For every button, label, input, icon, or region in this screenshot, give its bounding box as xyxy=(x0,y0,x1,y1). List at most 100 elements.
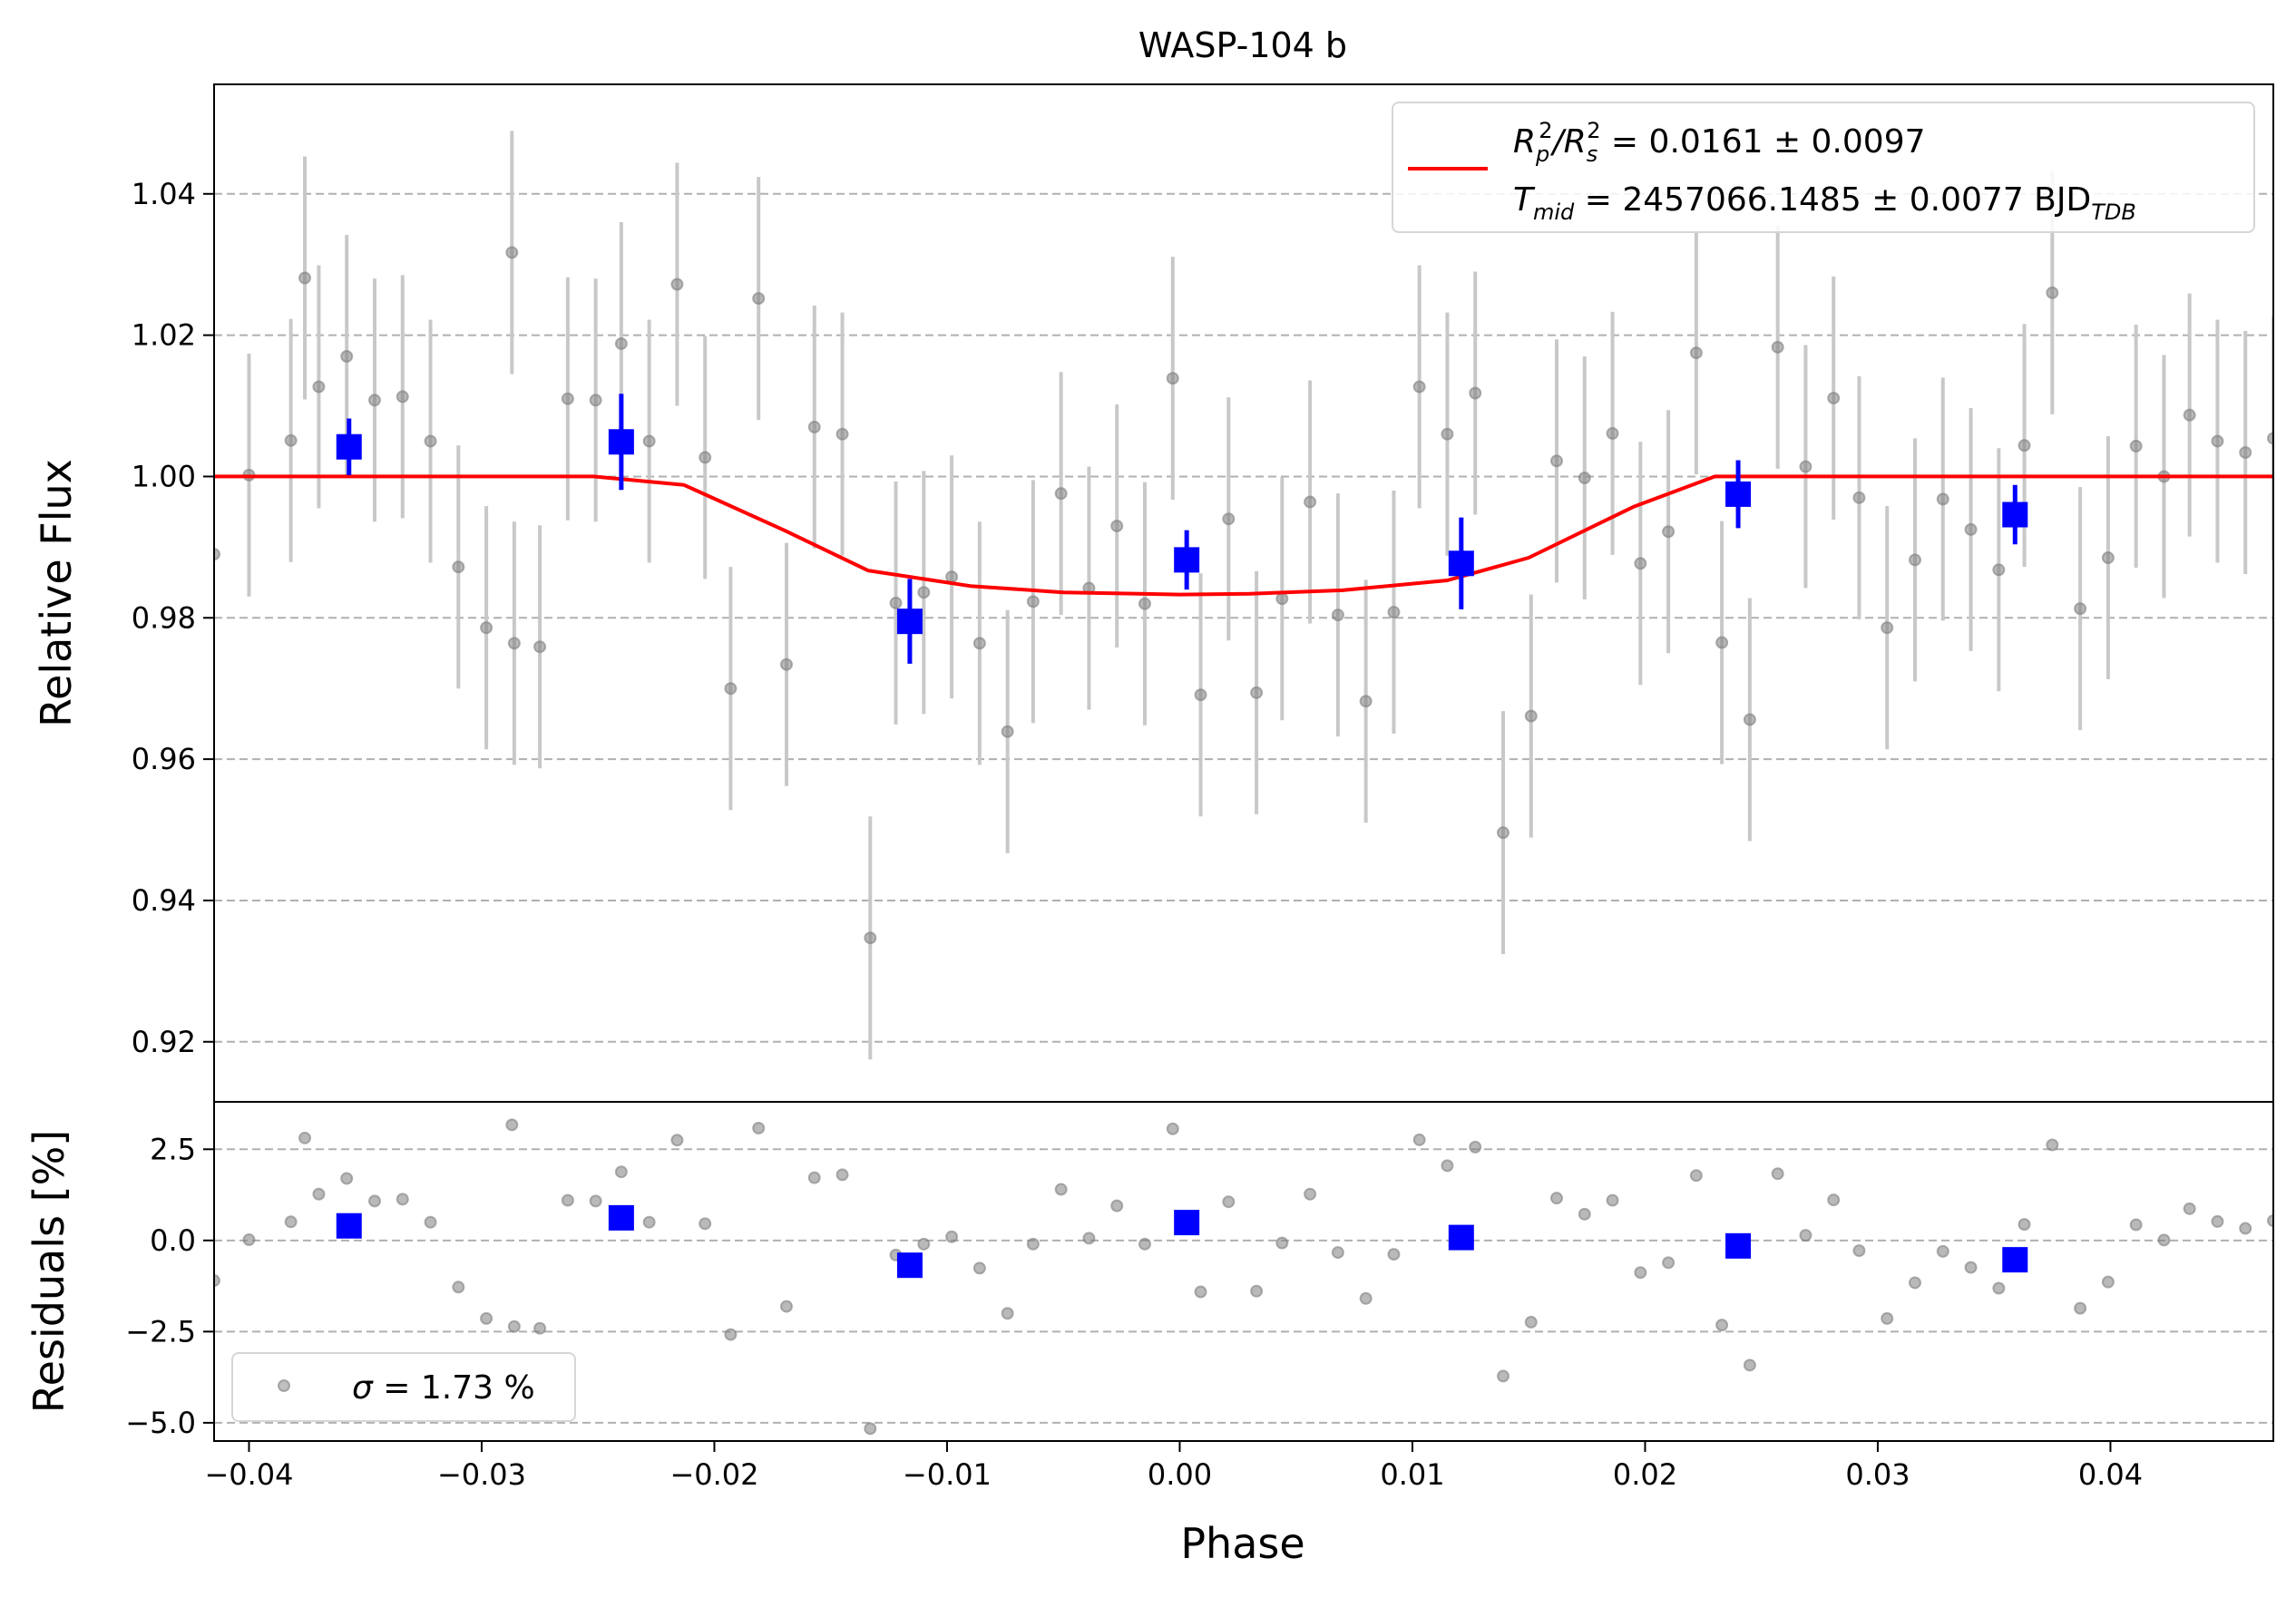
top-y-tick-label: 1.04 xyxy=(132,177,196,211)
bottom-data-point xyxy=(1992,1281,2006,1295)
top-data-point xyxy=(2183,408,2196,422)
depth-rs-sup: 2 xyxy=(1587,118,1600,143)
top-data-point xyxy=(889,596,903,609)
bottom-data-point xyxy=(614,1165,628,1179)
tmid-sub: mid xyxy=(1533,200,1575,225)
top-data-point xyxy=(1441,427,1454,441)
bottom-data-point xyxy=(1054,1183,1068,1196)
sigma-value: = 1.73 % xyxy=(373,1369,535,1407)
bottom-data-point xyxy=(779,1300,793,1313)
top-data-point xyxy=(312,380,326,394)
bottom-data-point xyxy=(1387,1248,1401,1261)
depth-r-letter: R xyxy=(1513,123,1536,161)
top-data-point xyxy=(1634,557,1647,570)
bottom-data-point xyxy=(533,1321,547,1335)
top-data-point xyxy=(507,637,521,650)
top-data-point xyxy=(340,349,354,363)
top-data-point xyxy=(1524,709,1538,723)
bottom-data-point xyxy=(1304,1187,1317,1201)
bottom-data-point xyxy=(2018,1218,2031,1232)
bottom-data-point xyxy=(1359,1291,1373,1305)
bottom-data-point xyxy=(561,1193,574,1207)
bottom-data-point xyxy=(724,1328,738,1341)
bottom-data-point xyxy=(1549,1192,1563,1205)
bottom-data-point xyxy=(1082,1232,1096,1245)
depth-r-sub: p xyxy=(1535,141,1549,167)
bottom-data-point xyxy=(1936,1244,1949,1258)
top-data-point xyxy=(2018,439,2031,453)
top-data-point xyxy=(1275,592,1289,606)
bottom-data-point xyxy=(2239,1222,2252,1235)
x-tick-label: 0.00 xyxy=(1148,1457,1212,1492)
bottom-data-point xyxy=(1110,1199,1124,1212)
bottom-data-point xyxy=(1275,1236,1289,1250)
bottom-data-point xyxy=(1852,1244,1866,1258)
depth-rs-sub: s xyxy=(1587,141,1598,167)
bottom-data-point xyxy=(1001,1307,1014,1320)
top-data-point xyxy=(917,586,931,599)
depth-r-sup: 2 xyxy=(1539,118,1552,143)
top-legend: Rp2/Rs2 = 0.0161 ± 0.0097 Tmid = 2457066… xyxy=(1392,102,2255,233)
top-data-point xyxy=(1304,495,1317,509)
tmid-value: = 2457066.1485 ± 0.0077 BJD xyxy=(1574,181,2091,219)
x-tick-label: 0.01 xyxy=(1380,1457,1444,1492)
top-data-point xyxy=(2211,434,2224,448)
depth-value: = 0.0161 ± 0.0097 xyxy=(1600,123,1925,161)
bottom-data-point xyxy=(1138,1237,1151,1251)
top-data-point xyxy=(699,451,712,464)
bottom-binned-point xyxy=(1725,1232,1752,1259)
top-y-tick-label: 0.92 xyxy=(132,1025,196,1059)
top-legend-box xyxy=(1392,102,2255,233)
bottom-data-point xyxy=(1964,1261,1978,1274)
x-tick-label: −0.02 xyxy=(669,1457,758,1492)
top-data-point xyxy=(670,278,684,291)
top-data-point xyxy=(1964,522,1978,536)
x-tick-label: −0.01 xyxy=(903,1457,992,1492)
bottom-data-point xyxy=(2129,1218,2143,1232)
top-data-point xyxy=(589,394,602,407)
top-data-point xyxy=(505,246,519,259)
bottom-legend-box xyxy=(231,1352,576,1422)
top-data-point xyxy=(1606,426,1619,440)
top-data-point xyxy=(1715,636,1729,649)
bottom-data-point xyxy=(1771,1167,1784,1181)
bottom-data-point xyxy=(312,1187,326,1201)
top-data-point xyxy=(1222,512,1236,526)
top-data-point xyxy=(1578,471,1591,484)
top-data-point xyxy=(1412,380,1426,394)
top-y-tick-label: 0.98 xyxy=(132,600,196,635)
top-data-point xyxy=(1662,525,1676,539)
top-data-point xyxy=(1469,386,1482,400)
bottom-panel-binned-points xyxy=(336,1204,2028,1279)
top-panel-binned-points xyxy=(336,394,2028,664)
bottom-data-point xyxy=(1799,1229,1812,1242)
top-data-point xyxy=(642,434,656,448)
bottom-legend-sigma-label: σ = 1.73 % xyxy=(352,1369,535,1407)
bottom-data-point xyxy=(1412,1133,1426,1146)
x-axis-label: Phase xyxy=(1180,1519,1304,1568)
top-data-point xyxy=(1359,695,1373,708)
bottom-data-point xyxy=(670,1134,684,1147)
top-data-point xyxy=(864,931,877,945)
top-data-point xyxy=(1001,725,1014,738)
top-data-point xyxy=(835,427,849,441)
top-data-point xyxy=(724,682,738,696)
x-tick-label: −0.04 xyxy=(204,1457,293,1492)
bottom-panel-data-points xyxy=(214,1118,2273,1436)
model-curve xyxy=(214,474,2273,597)
top-data-point xyxy=(807,420,821,433)
top-data-point xyxy=(561,392,574,405)
bottom-data-point xyxy=(642,1215,656,1229)
top-data-point xyxy=(614,336,628,350)
top-data-point xyxy=(1054,487,1068,501)
bottom-data-point xyxy=(1194,1285,1207,1299)
bottom-data-point xyxy=(589,1194,602,1208)
bottom-data-point xyxy=(807,1171,821,1184)
chart-title: WASP-104 b xyxy=(1138,25,1347,65)
top-data-point xyxy=(752,292,766,306)
bottom-data-point xyxy=(1469,1140,1482,1154)
bottom-data-point xyxy=(917,1237,931,1251)
bottom-data-point xyxy=(507,1319,521,1333)
bottom-data-point xyxy=(1715,1319,1729,1332)
